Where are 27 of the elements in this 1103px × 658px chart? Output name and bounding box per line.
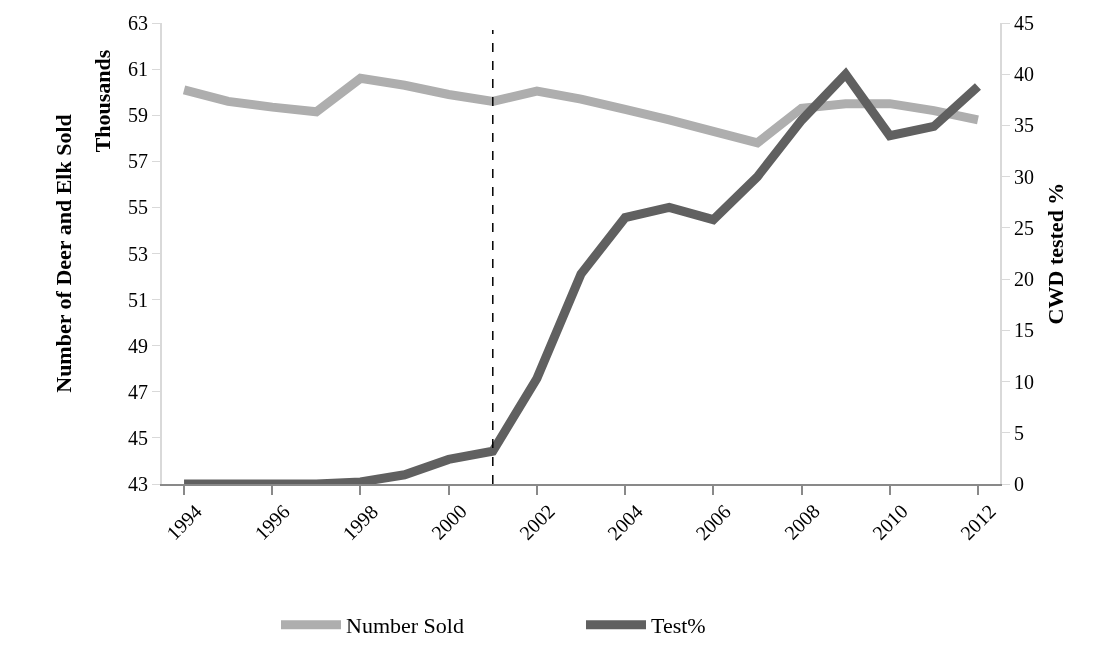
y-axis-title: Number of Deer and Elk Sold (51, 114, 77, 393)
y2-axis-title: CWD tested % (1043, 182, 1069, 325)
y-tick-label: 47 (128, 380, 148, 403)
y-tick-label: 61 (128, 58, 148, 81)
y2-tick-label: 40 (1014, 63, 1034, 86)
y2-tick-label: 5 (1014, 421, 1024, 444)
y-tick-label: 49 (128, 334, 148, 357)
y2-tick-label: 45 (1014, 12, 1034, 34)
y2-tick-label: 10 (1014, 370, 1034, 393)
y2-tick-label: 30 (1014, 165, 1034, 188)
y-tick-label: 51 (128, 288, 148, 311)
y-tick-label: 57 (128, 150, 148, 173)
y-tick-label: 45 (128, 426, 148, 449)
y2-tick-label: 20 (1014, 268, 1034, 291)
y2-tick-label: 15 (1014, 319, 1034, 342)
legend-label: Number Sold (346, 613, 464, 639)
y-tick-label: 53 (128, 242, 148, 265)
y-tick-label: 63 (128, 12, 148, 34)
x-tick-label: 1998 (338, 500, 383, 545)
y-tick-label: 43 (128, 473, 148, 495)
y2-tick-label: 25 (1014, 216, 1034, 239)
text: Thousands (89, 49, 115, 153)
y-tick-label: 55 (128, 196, 148, 219)
y2-tick-label: 35 (1014, 114, 1034, 137)
y-tick-label: 59 (128, 104, 148, 127)
legend-label: Test% (651, 613, 706, 639)
y2-tick-label: 0 (1014, 473, 1024, 495)
